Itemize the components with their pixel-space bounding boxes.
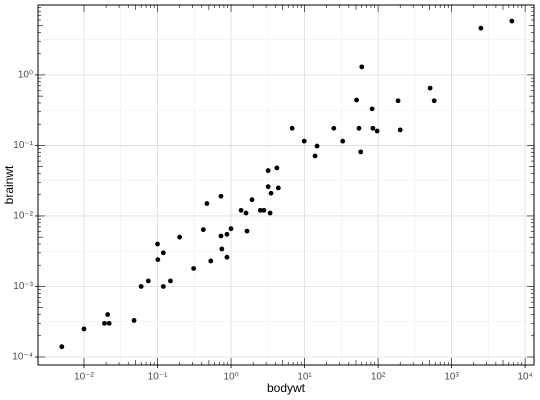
point xyxy=(356,125,362,131)
y-tick-label: 10⁰ xyxy=(18,70,33,81)
y-tick-label: 10⁻⁴ xyxy=(12,352,33,363)
point xyxy=(431,98,437,104)
point xyxy=(331,125,337,131)
point xyxy=(267,210,273,216)
x-tick-label: 10³ xyxy=(444,372,459,383)
point xyxy=(397,127,403,133)
point xyxy=(374,128,380,134)
x-tick-label: 10⁻¹ xyxy=(148,372,168,383)
point xyxy=(261,207,267,213)
point xyxy=(160,250,166,256)
point xyxy=(105,312,111,317)
point xyxy=(265,184,271,190)
point xyxy=(243,210,249,216)
point xyxy=(275,185,281,191)
x-tick-label: 10⁻² xyxy=(74,372,94,383)
point xyxy=(138,284,144,289)
point xyxy=(268,190,274,196)
point xyxy=(218,233,224,239)
point xyxy=(219,246,225,252)
point xyxy=(354,97,359,103)
point xyxy=(369,106,375,112)
y-axis-title: brainwt xyxy=(2,165,16,204)
point xyxy=(218,193,224,199)
point xyxy=(257,207,263,213)
panel-border xyxy=(37,4,535,366)
y-tick-label: 10⁻¹ xyxy=(13,140,33,151)
point xyxy=(358,149,364,155)
panel xyxy=(38,5,534,365)
point xyxy=(359,64,365,70)
point xyxy=(478,25,484,31)
point xyxy=(160,284,166,289)
x-axis-title: bodywt xyxy=(267,381,306,395)
point xyxy=(177,234,183,240)
point xyxy=(145,278,151,284)
point xyxy=(59,344,65,350)
point xyxy=(314,143,320,149)
point xyxy=(155,241,160,247)
point xyxy=(228,226,234,232)
point xyxy=(168,278,173,284)
point xyxy=(200,227,206,233)
x-tick-label: 10⁰ xyxy=(223,372,238,383)
point xyxy=(340,138,346,144)
point xyxy=(249,197,255,203)
point xyxy=(224,231,230,237)
point xyxy=(301,138,307,144)
point xyxy=(289,125,295,131)
x-tick-label: 10¹ xyxy=(297,372,312,383)
y-tick-label: 10⁻³ xyxy=(13,281,33,292)
point xyxy=(265,168,271,173)
point xyxy=(395,98,401,104)
point xyxy=(81,326,87,332)
point xyxy=(244,228,250,234)
y-tick-label: 10⁻² xyxy=(13,211,33,222)
point xyxy=(106,320,112,326)
point xyxy=(370,125,376,131)
point xyxy=(102,320,107,326)
point xyxy=(191,266,197,271)
x-tick-label: 10² xyxy=(371,372,386,383)
point xyxy=(208,258,214,264)
x-tick-label: 10⁴ xyxy=(517,372,532,383)
point xyxy=(155,257,161,263)
point xyxy=(204,201,210,206)
point xyxy=(427,85,433,91)
point xyxy=(509,18,515,24)
point xyxy=(312,153,318,159)
point xyxy=(224,254,230,260)
point xyxy=(274,165,280,171)
point xyxy=(131,318,137,323)
point xyxy=(238,207,244,213)
